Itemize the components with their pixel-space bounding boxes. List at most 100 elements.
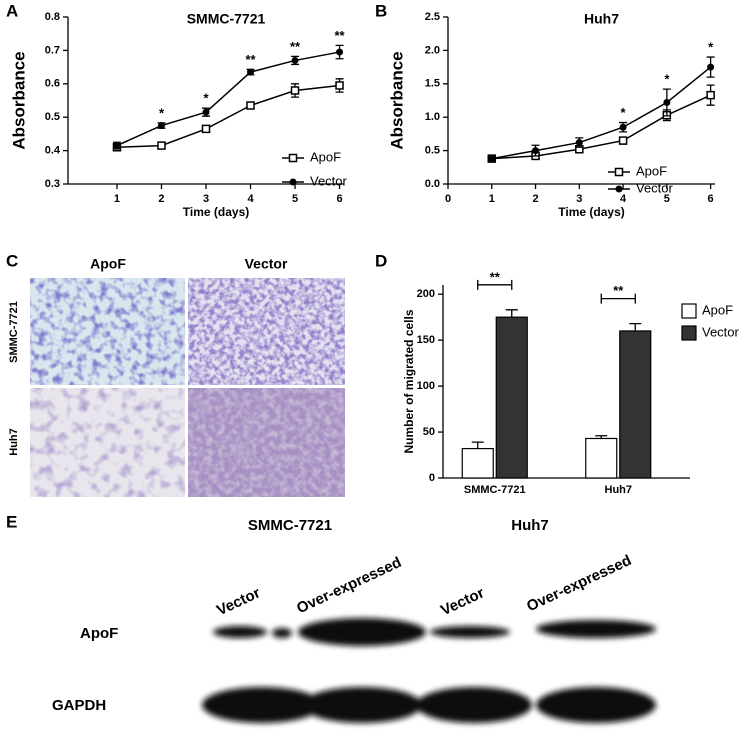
marker [663,99,671,107]
lane-label: Vector [214,584,263,619]
y-tick-label: 1.0 [425,111,440,123]
x-tick-label: 3 [203,193,209,205]
significance: ** [613,283,624,298]
significance: * [708,40,714,55]
panel-letter: A [6,1,18,20]
chart-title: Huh7 [584,11,619,27]
y-axis-label: Absorbance [387,51,406,149]
marker [246,101,255,110]
micrograph-stain [188,278,345,385]
marker [618,136,628,145]
legend-label: ApoF [636,163,667,178]
significance-bracket [477,279,513,290]
significance: ** [245,52,256,67]
y-tick-label: 0.4 [45,145,61,157]
legend-marker [614,167,624,177]
error-bar [629,322,642,331]
row-label: ApoF [80,625,118,642]
y-axis-label: Number of migrated cells [402,309,416,453]
x-tick-label: 5 [292,193,298,205]
band [302,687,422,723]
x-tick-label: 4 [247,193,254,205]
band [272,628,292,638]
y-tick-label: 0.0 [425,178,440,190]
marker [157,141,166,150]
y-tick-label: 2.0 [425,44,440,56]
legend-label: ApoF [702,302,733,317]
panel-letter: C [6,251,18,270]
series-line [116,51,340,147]
panel-letter: B [375,1,387,20]
marker [575,139,583,147]
micrograph-stain [30,278,185,385]
significance: * [159,105,165,120]
column-label: Vector [245,256,288,272]
x-tick-label: 6 [336,193,342,205]
y-tick-label: 2.5 [425,11,440,23]
marker [488,155,496,163]
marker [290,86,300,95]
bar [495,316,528,479]
legend-label: Vector [636,180,674,195]
marker [157,122,165,130]
series-line [491,94,711,160]
y-axis-label: Absorbance [9,51,28,149]
band [213,626,267,638]
x-tick-label: SMMC-7721 [464,484,526,496]
y-tick-label: 1.5 [425,78,440,90]
chart-title: SMMC-7721 [187,11,266,27]
marker [532,147,540,155]
micrograph-stain [188,388,345,497]
band [536,620,656,638]
x-tick-label: 2 [532,193,538,205]
significance: ** [290,39,301,54]
legend-swatch [681,325,697,341]
x-tick-label: 4 [620,193,627,205]
band [298,618,426,646]
x-tick-label: 5 [664,193,670,205]
significance: * [621,105,627,120]
legend-swatch [681,303,697,319]
x-tick-label: 0 [445,193,451,205]
y-tick-label: 0 [429,472,435,484]
x-tick-label: 1 [489,193,495,205]
lane-label: Over-expressed [294,554,404,617]
x-tick-label: 3 [576,193,582,205]
y-tick-label: 0.8 [45,11,60,23]
y-tick-label: 0.6 [45,78,60,90]
legend-marker [288,153,298,163]
marker [247,68,255,76]
significance-bracket [600,293,636,304]
series-line [116,84,340,149]
blot [202,618,656,723]
y-tick-label: 0.5 [45,111,60,123]
significance: ** [490,269,501,284]
marker [291,56,299,64]
marker [201,124,211,134]
marker [619,123,627,131]
x-axis-label: Time (days) [558,205,624,219]
lane-label: Vector [438,584,487,619]
significance: * [203,91,209,106]
legend-marker [615,185,623,193]
marker [202,108,210,116]
band [536,687,656,723]
micrograph-grid [30,278,345,497]
bar [461,447,494,479]
y-tick-label: 100 [417,380,435,392]
x-tick-label: 2 [158,193,164,205]
y-tick-label: 0.7 [45,44,60,56]
marker [113,142,121,150]
y-tick-label: 0.3 [45,178,60,190]
y-tick-label: 0.5 [425,145,440,157]
panel-letter: E [6,512,17,531]
error-bar [471,441,484,449]
legend-label: Vector [702,324,740,339]
significance: ** [334,28,345,43]
column-label: ApoF [90,256,126,272]
row-label: Huh7 [8,428,20,456]
error-bar [505,309,518,318]
legend-label: ApoF [310,149,341,164]
row-label: GAPDH [52,697,106,714]
